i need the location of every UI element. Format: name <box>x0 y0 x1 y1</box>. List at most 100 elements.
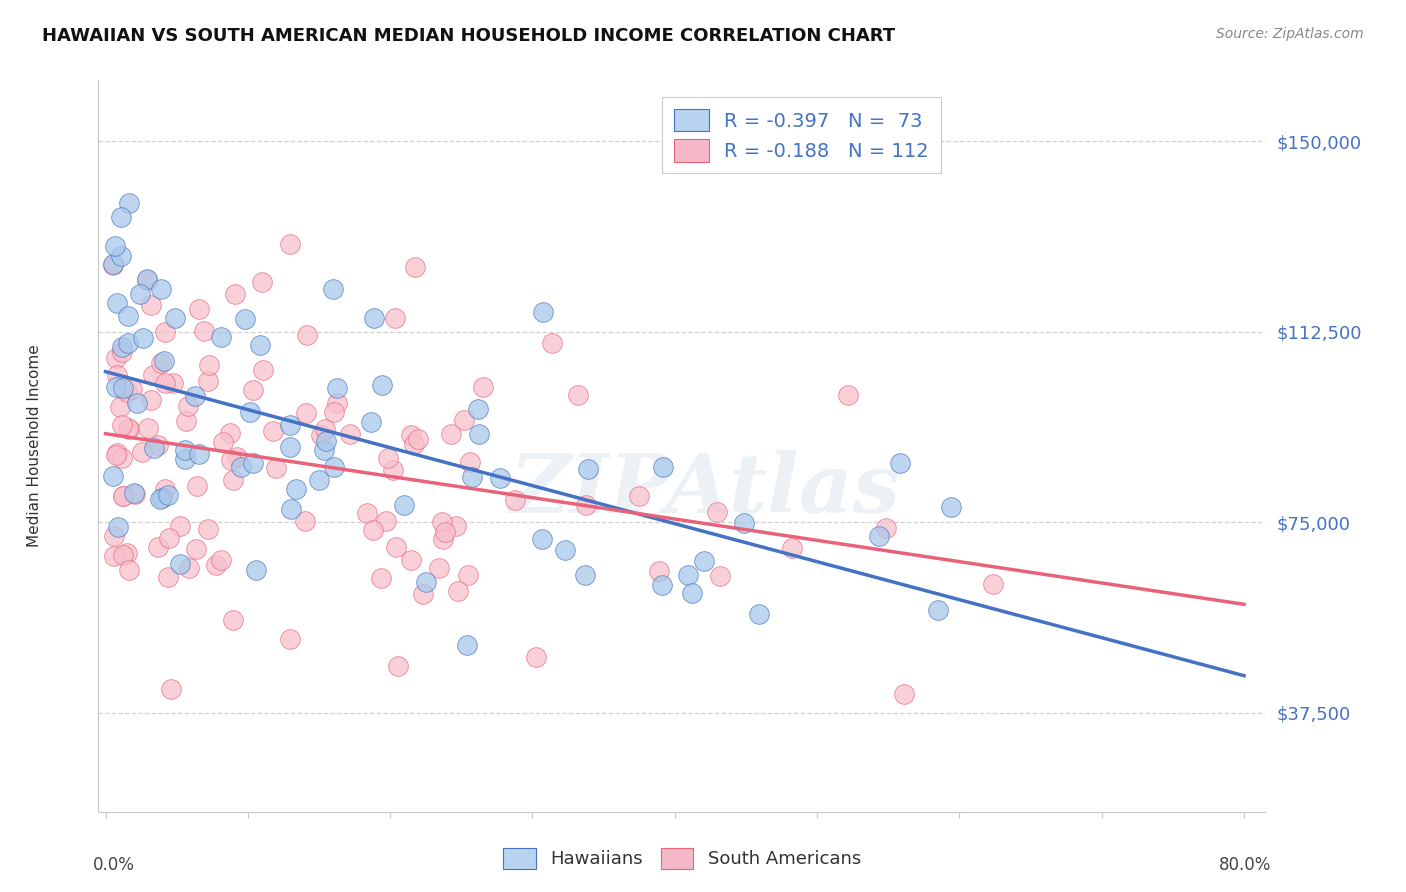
Point <box>139 393 162 408</box>
Point <box>115 546 138 560</box>
Point <box>322 282 344 296</box>
Point <box>927 603 949 617</box>
Point <box>356 506 378 520</box>
Text: 80.0%: 80.0% <box>1219 855 1271 873</box>
Point <box>837 388 859 402</box>
Point <box>139 297 162 311</box>
Point <box>326 395 349 409</box>
Point <box>295 406 318 420</box>
Point <box>110 249 132 263</box>
Point <box>361 523 384 537</box>
Point <box>939 500 962 514</box>
Point <box>132 331 155 345</box>
Point <box>249 338 271 352</box>
Point <box>266 460 288 475</box>
Point <box>322 405 344 419</box>
Point <box>427 561 450 575</box>
Point <box>399 427 422 442</box>
Point <box>124 486 146 500</box>
Point <box>146 438 169 452</box>
Point <box>110 401 132 415</box>
Point <box>278 632 301 646</box>
Text: 0.0%: 0.0% <box>93 855 135 873</box>
Point <box>121 382 143 396</box>
Point <box>136 420 159 434</box>
Point <box>434 524 457 539</box>
Point <box>693 554 716 568</box>
Point <box>222 613 245 627</box>
Point <box>308 474 330 488</box>
Point <box>412 587 434 601</box>
Point <box>157 531 180 545</box>
Point <box>110 344 132 359</box>
Point <box>143 441 166 455</box>
Point <box>174 414 197 428</box>
Point <box>111 418 134 433</box>
Point <box>105 446 128 460</box>
Point <box>415 574 437 589</box>
Point <box>387 658 409 673</box>
Point <box>219 425 242 440</box>
Point <box>444 518 467 533</box>
Point <box>150 356 173 370</box>
Point <box>150 282 173 296</box>
Legend: Hawaiians, South Americans: Hawaiians, South Americans <box>496 840 868 876</box>
Point <box>242 456 264 470</box>
Point <box>384 540 406 554</box>
Point <box>374 515 396 529</box>
Point <box>142 368 165 382</box>
Point <box>104 238 127 252</box>
Point <box>107 520 129 534</box>
Point <box>101 257 124 271</box>
Point <box>169 519 191 533</box>
Point <box>314 422 336 436</box>
Point <box>262 424 284 438</box>
Point <box>467 402 489 417</box>
Point <box>105 380 128 394</box>
Point <box>155 483 177 497</box>
Point <box>193 324 215 338</box>
Text: Source: ZipAtlas.com: Source: ZipAtlas.com <box>1216 27 1364 41</box>
Point <box>402 436 425 450</box>
Point <box>472 380 495 394</box>
Point <box>541 336 564 351</box>
Point <box>652 460 675 475</box>
Point <box>163 310 186 325</box>
Point <box>453 413 475 427</box>
Point <box>875 521 897 535</box>
Point <box>401 552 423 566</box>
Point <box>567 388 589 402</box>
Point <box>117 309 139 323</box>
Point <box>112 548 135 562</box>
Point <box>222 473 245 487</box>
Point <box>162 376 184 390</box>
Point <box>111 380 134 394</box>
Point <box>404 260 426 274</box>
Point <box>111 490 134 504</box>
Point <box>156 570 179 584</box>
Text: HAWAIIAN VS SOUTH AMERICAN MEDIAN HOUSEHOLD INCOME CORRELATION CHART: HAWAIIAN VS SOUTH AMERICAN MEDIAN HOUSEH… <box>42 27 896 45</box>
Point <box>780 541 803 556</box>
Point <box>111 489 134 503</box>
Point <box>252 362 274 376</box>
Point <box>233 311 256 326</box>
Point <box>280 502 302 516</box>
Point <box>117 336 139 351</box>
Point <box>229 459 252 474</box>
Point <box>461 469 484 483</box>
Point <box>105 351 128 366</box>
Point <box>554 543 576 558</box>
Point <box>198 358 221 372</box>
Point <box>169 557 191 571</box>
Point <box>177 560 200 574</box>
Point <box>209 330 232 344</box>
Point <box>224 286 246 301</box>
Point <box>457 568 479 582</box>
Point <box>153 325 176 339</box>
Point <box>250 275 273 289</box>
Point <box>184 389 207 403</box>
Point <box>384 311 406 326</box>
Point <box>110 211 132 225</box>
Point <box>118 196 141 211</box>
Point <box>131 445 153 459</box>
